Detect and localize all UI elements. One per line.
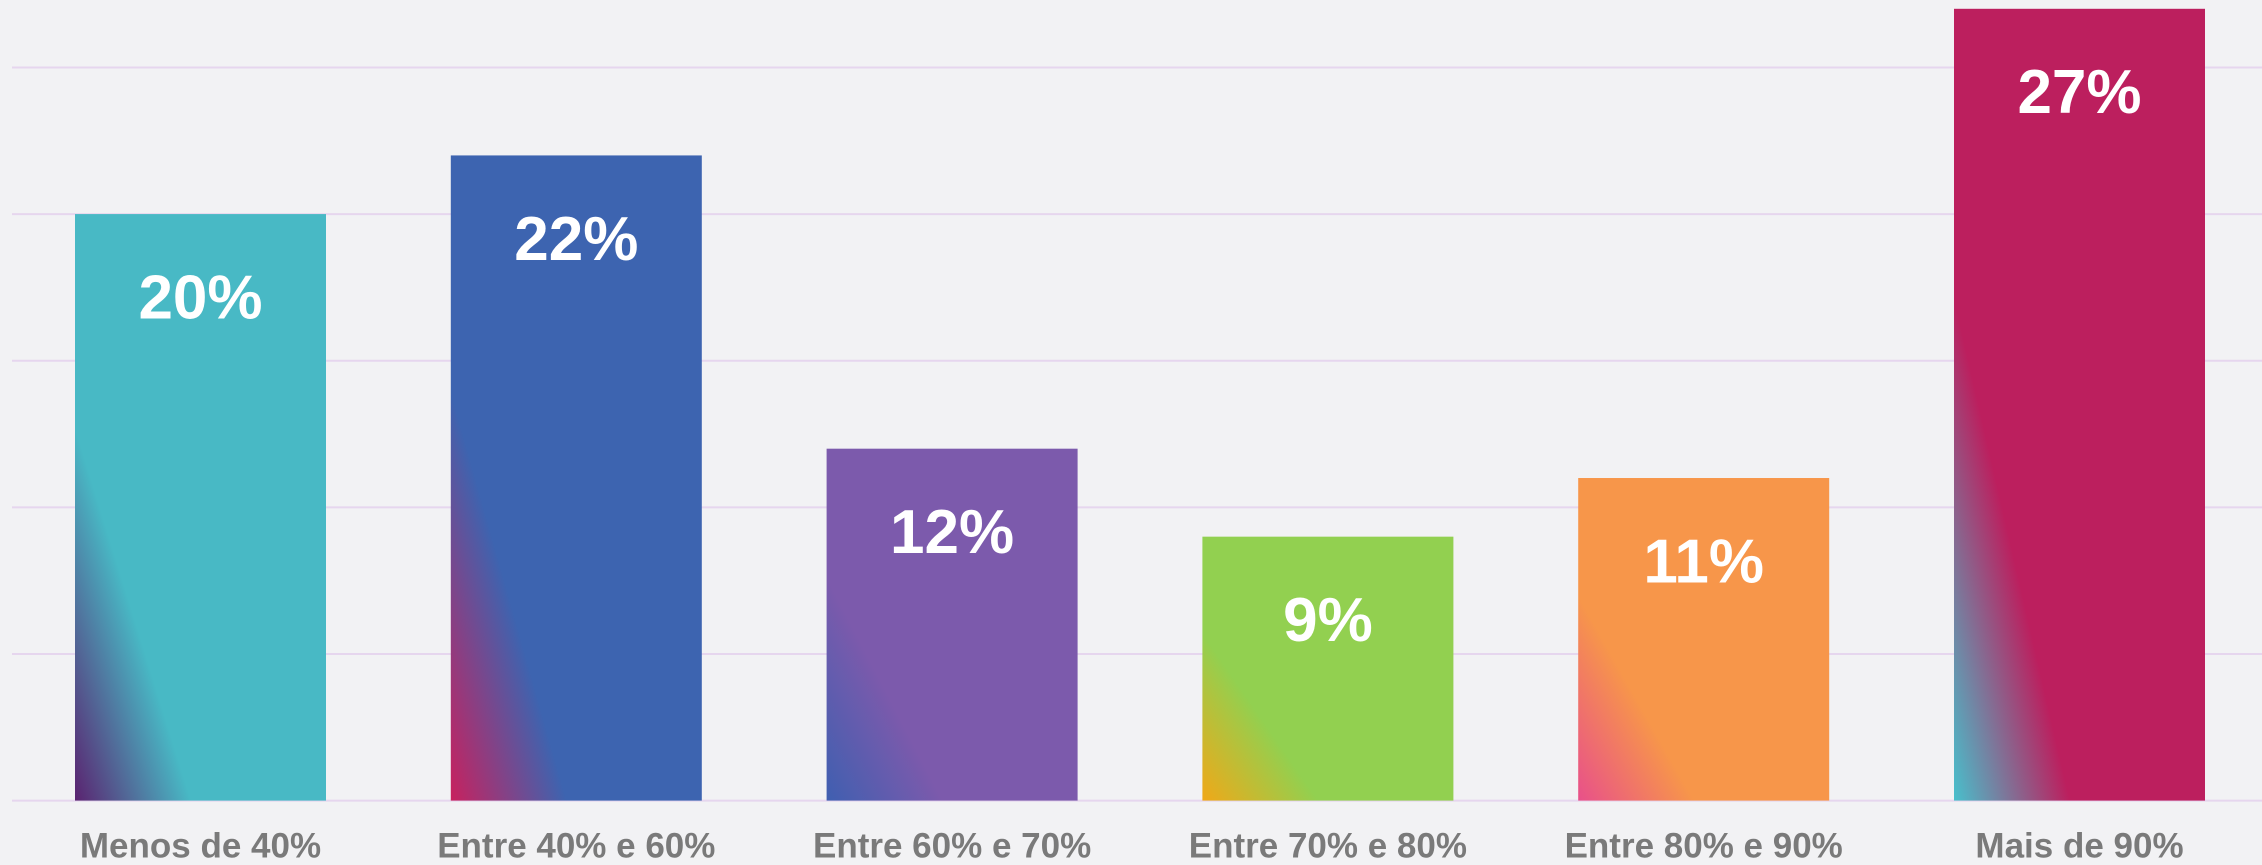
x-tick-label: Entre 80% e 90% — [1565, 826, 1843, 865]
bar — [1202, 536, 1454, 801]
x-tick-label: Entre 60% e 70% — [813, 826, 1091, 865]
bar — [1578, 478, 1830, 801]
x-tick-label: Menos de 40% — [80, 826, 321, 865]
value-label: 20% — [138, 263, 262, 332]
value-label: 11% — [1643, 527, 1764, 596]
value-label: 27% — [2017, 58, 2141, 127]
bar — [1954, 8, 2205, 801]
bar — [450, 155, 702, 801]
value-label: 9% — [1283, 586, 1373, 655]
x-tick-label: Entre 70% e 80% — [1189, 826, 1467, 865]
bar — [75, 214, 326, 801]
value-label: 12% — [890, 498, 1014, 567]
bar — [826, 448, 1078, 801]
x-tick-label: Mais de 90% — [1975, 826, 2183, 865]
value-label: 22% — [514, 205, 638, 274]
x-tick-label: Entre 40% e 60% — [437, 826, 715, 865]
